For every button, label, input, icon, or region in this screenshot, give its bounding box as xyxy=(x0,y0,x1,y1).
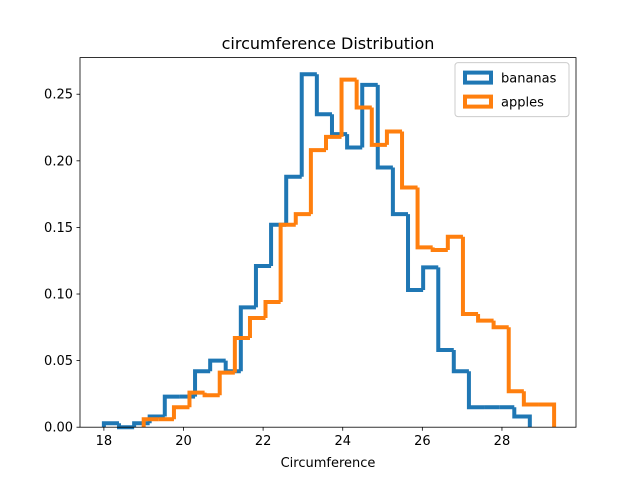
histogram-step xyxy=(208,358,226,372)
histogram-step xyxy=(162,394,180,417)
y-tick-label: 0.25 xyxy=(44,88,73,103)
x-tick-label: 18 xyxy=(96,434,113,449)
histogram-step xyxy=(308,148,327,215)
histogram-step xyxy=(512,407,532,428)
histogram-step xyxy=(375,84,393,170)
histogram-step xyxy=(400,131,418,190)
x-axis-label: Circumference xyxy=(281,456,376,471)
histogram-step xyxy=(476,313,494,323)
histogram-step xyxy=(263,300,281,318)
x-tick-label: 26 xyxy=(414,434,431,449)
x-tick-label: 28 xyxy=(494,434,511,449)
histogram-step xyxy=(451,349,469,374)
histogram-step xyxy=(141,417,159,428)
histogram-step xyxy=(538,402,557,428)
histogram-step xyxy=(460,236,479,316)
histogram-step xyxy=(445,234,463,251)
histogram-step xyxy=(360,82,378,148)
histogram-step xyxy=(299,72,317,177)
histogram-step xyxy=(193,369,211,397)
y-tick-label: 0.05 xyxy=(44,354,73,369)
histogram-step xyxy=(232,335,250,373)
y-tick-label: 0.10 xyxy=(44,288,73,303)
x-tick-label: 20 xyxy=(175,434,192,449)
histogram-step xyxy=(324,134,342,151)
x-tick-label: 24 xyxy=(334,434,351,449)
histogram-step xyxy=(415,187,433,250)
y-tick-label: 0.00 xyxy=(44,421,73,436)
legend-swatch xyxy=(463,70,493,85)
axes-frame xyxy=(79,57,577,428)
histogram-step xyxy=(384,129,403,145)
y-tick-label: 0.20 xyxy=(44,154,73,169)
histogram-step xyxy=(345,134,363,150)
legend-label: apples xyxy=(501,96,544,111)
histogram-step xyxy=(390,167,409,217)
histogram-step xyxy=(421,265,439,291)
histogram-step xyxy=(466,371,485,410)
histogram-step xyxy=(506,327,524,394)
histogram-step xyxy=(253,264,272,308)
histogram-step xyxy=(339,77,357,137)
histogram-step xyxy=(187,390,205,408)
histogram-step xyxy=(247,315,266,338)
histogram-step xyxy=(521,391,539,407)
y-tick-label: 0.15 xyxy=(44,221,73,236)
histogram-step xyxy=(217,370,235,396)
histogram-step xyxy=(278,222,296,303)
histogram-step xyxy=(293,212,311,225)
histogram-step xyxy=(354,79,372,110)
histogram-step xyxy=(406,214,424,293)
legend-box xyxy=(454,62,570,118)
histogram-step xyxy=(101,421,120,428)
histogram-step xyxy=(430,247,448,253)
histogram-step xyxy=(491,320,509,330)
histogram-step xyxy=(369,107,387,147)
legend-label: bananas xyxy=(501,72,557,87)
chart-title: circumference Distribution xyxy=(222,34,435,53)
histogram-step xyxy=(284,174,302,225)
legend-swatch xyxy=(463,94,493,109)
histogram-step xyxy=(171,405,190,420)
histogram-step xyxy=(436,267,454,352)
x-tick-label: 22 xyxy=(255,434,272,449)
histogram-step xyxy=(314,74,332,117)
histogram-step xyxy=(238,305,256,372)
histogram-step xyxy=(202,392,220,398)
